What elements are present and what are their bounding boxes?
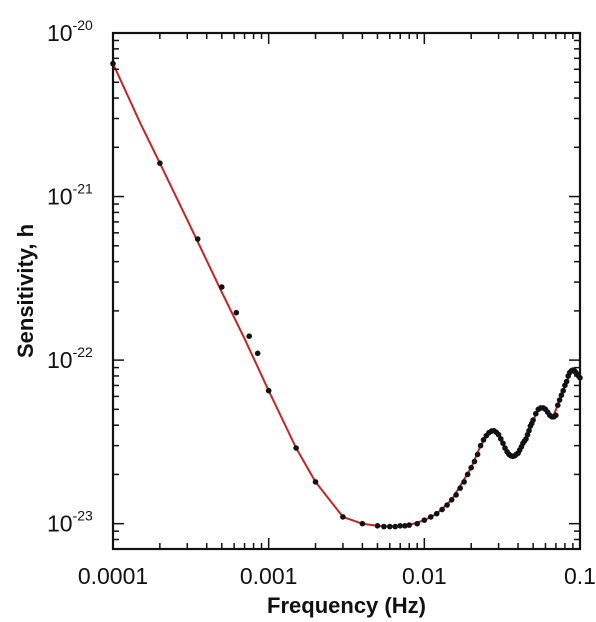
y-tick-exponent: -23	[73, 508, 93, 524]
data-point	[312, 479, 319, 485]
data-point	[533, 410, 539, 417]
y-tick-base: 10	[47, 20, 73, 46]
data-point	[439, 506, 445, 513]
y-tick-label: 10-20	[47, 17, 93, 46]
data-point	[461, 479, 467, 485]
data-point	[374, 523, 381, 529]
data-point	[453, 492, 459, 498]
data-point	[428, 514, 434, 520]
data-point	[500, 440, 506, 447]
data-point	[246, 333, 252, 340]
data-point	[433, 510, 440, 517]
data-point	[381, 523, 387, 530]
data-point	[526, 427, 532, 434]
plot-frame	[111, 31, 582, 551]
data-point	[293, 445, 299, 451]
y-tick-label: 10-22	[47, 344, 93, 373]
data-point	[444, 502, 450, 508]
data-point	[480, 437, 487, 443]
data-point	[468, 464, 475, 471]
data-point	[397, 523, 404, 529]
data-point	[387, 523, 393, 530]
plot-marks	[110, 60, 583, 530]
data-point	[477, 442, 484, 449]
data-point	[392, 523, 399, 530]
data-point	[157, 160, 163, 166]
data-point	[359, 520, 366, 527]
y-tick-label: 10-23	[47, 508, 93, 537]
data-point	[402, 523, 408, 529]
data-point	[474, 451, 481, 458]
data-point	[471, 458, 478, 465]
data-point	[555, 402, 561, 409]
data-point	[254, 350, 261, 357]
data-point	[448, 497, 455, 503]
data-point	[556, 397, 563, 403]
data-point	[406, 522, 413, 528]
y-tick-label: 10-21	[47, 181, 93, 210]
data-point	[457, 485, 464, 491]
axis-ticks	[112, 32, 581, 550]
data-point	[194, 236, 201, 242]
data-point	[414, 520, 421, 527]
x-tick-label: 0.1	[564, 563, 596, 589]
y-tick-exponent: -22	[73, 344, 93, 360]
data-point	[558, 392, 565, 399]
x-axis-label: Frequency (Hz)	[267, 593, 426, 618]
y-tick-exponent: -21	[73, 181, 93, 197]
data-point	[523, 436, 529, 442]
data-point	[233, 309, 240, 316]
y-tick-base: 10	[47, 184, 73, 210]
data-point	[219, 284, 225, 290]
data-point	[340, 514, 346, 520]
y-axis-label: Sensitivity, h	[13, 224, 38, 358]
data-point	[421, 517, 428, 523]
data-point	[498, 436, 504, 442]
y-tick-base: 10	[47, 511, 73, 537]
y-tick-exponent: -20	[73, 17, 93, 33]
data-point	[464, 471, 471, 478]
data-point	[530, 417, 536, 423]
y-tick-base: 10	[47, 347, 73, 373]
data-point	[560, 387, 566, 394]
x-tick-label: 0.001	[240, 563, 298, 589]
data-point	[563, 378, 570, 385]
data-point	[265, 387, 272, 394]
data-point	[553, 412, 559, 419]
x-tick-label: 0.01	[402, 563, 447, 589]
x-tick-label: 0.0001	[78, 563, 148, 589]
data-point	[495, 431, 502, 438]
